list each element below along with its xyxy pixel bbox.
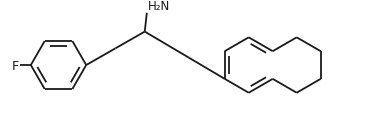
Text: H₂N: H₂N [148,0,170,13]
Text: F: F [12,59,19,72]
